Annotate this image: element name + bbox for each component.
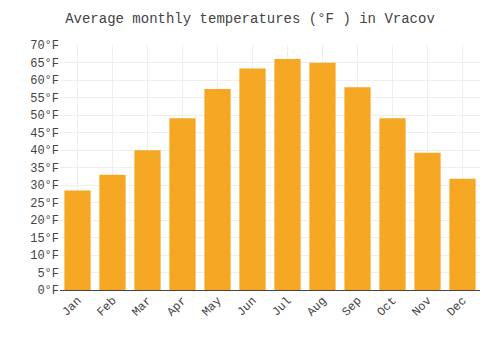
svg-text:Feb: Feb <box>94 294 119 319</box>
svg-text:Jul: Jul <box>269 294 294 319</box>
svg-text:Average monthly temperatures (: Average monthly temperatures (°F ) in Vr… <box>65 11 435 27</box>
svg-text:Jun: Jun <box>234 294 259 319</box>
svg-text:65°F: 65°F <box>30 57 59 71</box>
svg-text:55°F: 55°F <box>30 92 59 106</box>
svg-text:5°F: 5°F <box>37 267 59 281</box>
svg-text:40°F: 40°F <box>30 144 59 158</box>
svg-text:Oct: Oct <box>374 294 399 319</box>
svg-text:25°F: 25°F <box>30 197 59 211</box>
svg-text:60°F: 60°F <box>30 74 59 88</box>
svg-text:35°F: 35°F <box>30 162 59 176</box>
svg-text:0°F: 0°F <box>37 284 59 298</box>
svg-text:Jan: Jan <box>59 294 84 319</box>
svg-text:Mar: Mar <box>129 294 154 319</box>
svg-text:Apr: Apr <box>164 294 189 319</box>
svg-text:70°F: 70°F <box>30 39 59 53</box>
svg-text:30°F: 30°F <box>30 179 59 193</box>
svg-text:Sep: Sep <box>339 294 364 319</box>
svg-text:45°F: 45°F <box>30 127 59 141</box>
svg-text:15°F: 15°F <box>30 232 59 246</box>
svg-text:Nov: Nov <box>409 294 434 319</box>
svg-text:50°F: 50°F <box>30 109 59 123</box>
svg-text:20°F: 20°F <box>30 214 59 228</box>
svg-text:Dec: Dec <box>444 294 469 319</box>
svg-text:May: May <box>199 294 224 319</box>
svg-text:10°F: 10°F <box>30 249 59 263</box>
svg-text:Aug: Aug <box>304 294 329 319</box>
